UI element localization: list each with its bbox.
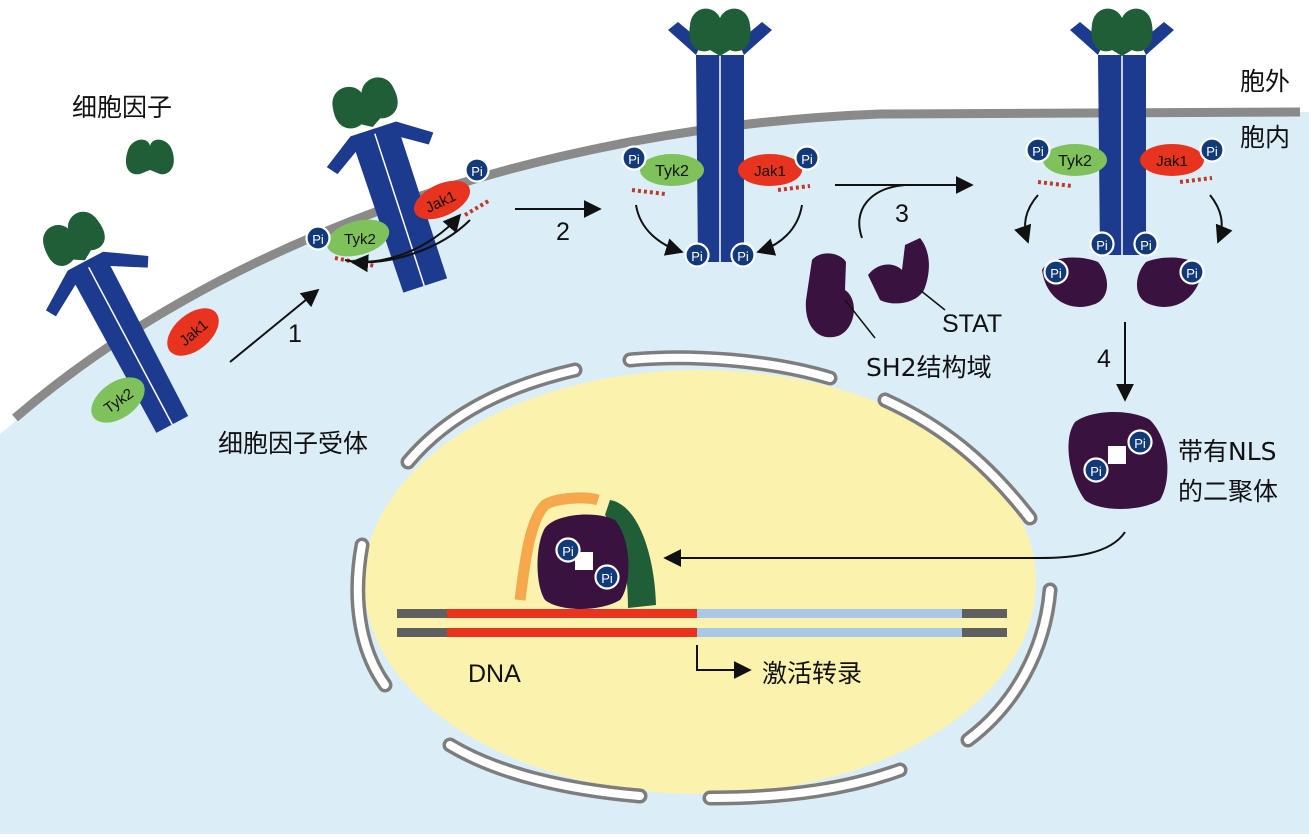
recruitment-arrows: [1014, 194, 1233, 244]
svg-text:Pi: Pi: [562, 544, 574, 559]
svg-text:Pi: Pi: [601, 571, 613, 586]
arrow-nuclear-import: [663, 531, 1126, 567]
jak1-activated: Jak1 Pi: [738, 145, 820, 192]
svg-text:Pi: Pi: [1206, 144, 1218, 159]
receptor-phosphorylated: [668, 8, 772, 262]
phosphorylation-arrows: [635, 204, 803, 256]
jak1-unbound: Jak1: [167, 308, 219, 356]
svg-text:Tyk2: Tyk2: [655, 163, 689, 180]
svg-text:Pi: Pi: [628, 152, 640, 167]
arrow-step3: [858, 184, 906, 239]
label-intracellular: 胞内: [1240, 123, 1291, 152]
free-cytokine: [125, 139, 174, 175]
tyk2-activated: Tyk2 Pi: [621, 145, 704, 196]
label-step4: 4: [1097, 345, 1111, 373]
label-step2: 2: [556, 218, 570, 246]
dna-strands: [397, 609, 1007, 637]
svg-text:Jak1: Jak1: [754, 163, 786, 180]
label-dna: DNA: [468, 660, 521, 688]
svg-text:Jak1: Jak1: [1156, 153, 1188, 170]
svg-text:Pi: Pi: [1140, 238, 1152, 253]
arrow-transcription: [696, 645, 752, 679]
receptor3-phosphates: Pi Pi: [684, 242, 756, 268]
svg-text:Tyk2: Tyk2: [344, 231, 376, 248]
label-nls-dimer-line1: 带有NLS: [1178, 437, 1277, 466]
arrow-step1: [229, 288, 320, 363]
svg-text:Pi: Pi: [471, 164, 483, 179]
jak1-docked: Jak1 Pi: [1140, 137, 1225, 184]
transactivation-arrows: [344, 213, 471, 273]
svg-text:Pi: Pi: [1050, 266, 1062, 281]
tyk2-docked: Tyk2 Pi: [1025, 137, 1107, 188]
receptor-stat-docked: [1070, 8, 1174, 255]
svg-text:Pi: Pi: [1134, 436, 1146, 451]
jak1-transphosphorylation: Jak1 Pi: [413, 157, 492, 220]
svg-text:Pi: Pi: [801, 152, 813, 167]
process-arrows: [229, 176, 1134, 679]
svg-text:Pi: Pi: [737, 249, 749, 264]
label-nls-dimer-line2: 的二聚体: [1178, 477, 1279, 506]
tyk2-transphosphorylation: Tyk2 Pi: [305, 219, 390, 268]
svg-text:Pi: Pi: [1186, 266, 1198, 281]
svg-text:Pi: Pi: [312, 232, 324, 247]
nls-dimer: Pi Pi: [1068, 411, 1168, 509]
label-extracellular: 胞外: [1240, 67, 1291, 96]
svg-text:Pi: Pi: [691, 249, 703, 264]
label-activate-transcription: 激活转录: [762, 659, 863, 688]
svg-text:Pi: Pi: [1096, 238, 1108, 253]
svg-text:Tyk2: Tyk2: [1058, 153, 1092, 170]
tyk2-unbound: Tyk2: [91, 377, 145, 423]
svg-text:Pi: Pi: [1090, 464, 1102, 479]
label-stat: STAT: [942, 310, 1003, 338]
label-sh2-domain: SH2结构域: [866, 353, 992, 382]
svg-text:Pi: Pi: [1032, 144, 1044, 159]
label-receptor: 细胞因子受体: [218, 429, 369, 458]
stat-monomers: [805, 238, 946, 339]
stat-docked-pair: Pi Pi Pi Pi: [1042, 231, 1205, 307]
nucleus: [350, 350, 1058, 806]
receptor-unbound: [43, 211, 189, 433]
label-cytokine: 细胞因子: [72, 93, 173, 122]
transcription-complex: Pi Pi: [514, 492, 656, 609]
label-step3: 3: [895, 200, 909, 228]
label-step1: 1: [288, 320, 302, 348]
